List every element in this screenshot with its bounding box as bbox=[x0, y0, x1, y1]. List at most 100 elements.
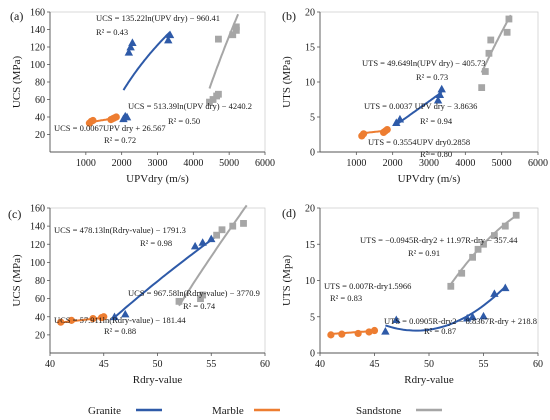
data-point-sandstone bbox=[229, 222, 237, 230]
x-axis-label: Rdry-value bbox=[133, 374, 183, 386]
data-point-marble bbox=[365, 328, 373, 336]
data-point-sandstone bbox=[481, 68, 489, 75]
data-point-granite bbox=[468, 312, 477, 321]
x-tick-label: 5000 bbox=[219, 158, 239, 169]
chart-panel-a: 1000 2000 3000 4000 5000 6000 20 40 60 80 100 120 14… bbox=[10, 8, 275, 186]
x-tick-label: 45 bbox=[99, 359, 109, 370]
data-point-sandstone bbox=[503, 28, 511, 36]
legend: Granite Marble Sandstone bbox=[88, 405, 442, 417]
data-point-granite bbox=[433, 96, 443, 104]
equation-label: UCS = 135.22ln(UPV dry) − 960.41 bbox=[96, 13, 220, 23]
x-tick-label: 4000 bbox=[455, 158, 475, 169]
y-tick-label: 5 bbox=[310, 312, 315, 323]
y-tick-label: 10 bbox=[305, 276, 315, 287]
y-tick-label: 20 bbox=[35, 130, 45, 141]
data-point-marble bbox=[383, 126, 391, 134]
chart-panel-b: 1000 2000 3000 4000 5000 6000 0 5 10 15 20 UPVdry (… bbox=[281, 8, 548, 186]
data-point-marble bbox=[360, 130, 368, 138]
data-point-marble bbox=[57, 318, 65, 326]
y-tick-label: 60 bbox=[35, 95, 45, 106]
y-tick-label: 80 bbox=[35, 78, 45, 89]
data-point-granite bbox=[198, 238, 207, 246]
data-point-granite bbox=[479, 311, 488, 320]
x-tick-label: 6000 bbox=[255, 158, 275, 169]
data-point-granite bbox=[128, 38, 137, 46]
y-axis-label: UTS (Mpa) bbox=[281, 255, 293, 306]
x-tick-label: 3000 bbox=[148, 158, 168, 169]
x-tick-label: 6000 bbox=[528, 158, 548, 169]
x-tick-label: 55 bbox=[479, 359, 489, 370]
data-point-granite bbox=[110, 312, 119, 321]
data-point-sandstone bbox=[491, 232, 498, 239]
equation-label: UCS = 0.0067UPV dry + 26.567 bbox=[54, 123, 166, 133]
y-tick-label: 15 bbox=[305, 43, 315, 54]
y-tick-label: 0 bbox=[310, 148, 315, 159]
equation-label: UTS = 0.007R-dry1.5966 bbox=[324, 281, 411, 291]
data-point-granite bbox=[207, 234, 216, 243]
y-tick-label: 40 bbox=[35, 113, 45, 124]
data-point-granite bbox=[164, 35, 173, 44]
data-point-sandstone bbox=[229, 31, 237, 39]
r2-label: R² = 0.94 bbox=[420, 116, 453, 126]
r2-label: R² = 0.91 bbox=[408, 248, 440, 258]
data-point-granite bbox=[121, 309, 130, 318]
y-tick-label: 120 bbox=[30, 240, 45, 251]
equation-label: UTS = −0.0945R-dry2 + 11.97R-dry − 357.4… bbox=[360, 235, 518, 245]
data-point-granite bbox=[437, 84, 446, 93]
y-tick-label: 160 bbox=[30, 8, 45, 19]
x-tick-label: 1000 bbox=[346, 158, 366, 169]
equation-label: UTS = 49.649ln(UPV dry) − 405.73 bbox=[362, 58, 485, 68]
x-tick-label: 40 bbox=[315, 359, 325, 370]
data-point-marble bbox=[89, 116, 97, 125]
data-point-sandstone bbox=[232, 26, 240, 34]
data-point-sandstone bbox=[487, 36, 495, 44]
legend-label-sandstone: Sandstone bbox=[356, 405, 401, 417]
data-point-sandstone bbox=[199, 291, 207, 299]
legend-label-granite: Granite bbox=[88, 405, 121, 417]
y-axis-label: UTS (MPa) bbox=[281, 56, 293, 108]
x-tick-label: 2000 bbox=[112, 158, 132, 169]
data-point-sandstone bbox=[218, 226, 226, 234]
data-point-granite bbox=[395, 114, 405, 123]
data-point-marble bbox=[327, 331, 335, 339]
y-tick-label: 140 bbox=[30, 25, 45, 36]
data-point-granite bbox=[490, 289, 499, 297]
x-axis-label: UPVdry (m/s) bbox=[398, 173, 461, 185]
data-point-marble bbox=[67, 316, 76, 324]
x-tick-label: 1000 bbox=[76, 158, 96, 169]
data-point-granite bbox=[190, 241, 200, 250]
y-tick-label: 100 bbox=[30, 258, 45, 269]
equation-label: UCS = 513.39ln(UPV dry) − 4240.2 bbox=[128, 101, 252, 111]
data-point-sandstone bbox=[447, 282, 455, 290]
x-tick-label: 55 bbox=[206, 359, 216, 370]
equation-label: UTS = 0.0037 UPV dry − 3.8636 bbox=[364, 101, 477, 111]
equation-label: UCS = 967.58ln(Rdry-value) − 3770.9 bbox=[128, 288, 260, 298]
y-tick-label: 60 bbox=[35, 294, 45, 305]
trendline-granite bbox=[122, 31, 171, 91]
data-point-sandstone bbox=[206, 98, 213, 106]
data-point-sandstone bbox=[213, 231, 221, 239]
trendline-granite bbox=[395, 91, 443, 126]
data-point-sandstone bbox=[175, 297, 183, 305]
r2-label: R² = 0.74 bbox=[183, 301, 216, 311]
legend-label-marble: Marble bbox=[212, 405, 244, 417]
y-tick-label: 120 bbox=[30, 43, 45, 54]
data-point-granite bbox=[165, 30, 175, 39]
x-tick-label: 2000 bbox=[383, 158, 403, 169]
data-point-sandstone bbox=[209, 96, 217, 103]
data-point-marble bbox=[100, 313, 108, 321]
trendline-sandstone bbox=[480, 14, 512, 73]
x-tick-label: 50 bbox=[153, 359, 163, 370]
y-tick-label: 20 bbox=[35, 330, 45, 341]
data-point-marble bbox=[112, 113, 120, 121]
x-tick-label: 4000 bbox=[183, 158, 203, 169]
data-point-sandstone bbox=[512, 211, 520, 219]
y-tick-label: 20 bbox=[305, 204, 315, 215]
panel-label: (c) bbox=[8, 207, 21, 221]
data-point-granite bbox=[381, 327, 390, 335]
r2-label: R² = 0.88 bbox=[104, 326, 136, 336]
data-point-granite bbox=[392, 315, 401, 324]
data-point-granite bbox=[435, 90, 445, 98]
trendline-sandstone bbox=[178, 204, 248, 307]
